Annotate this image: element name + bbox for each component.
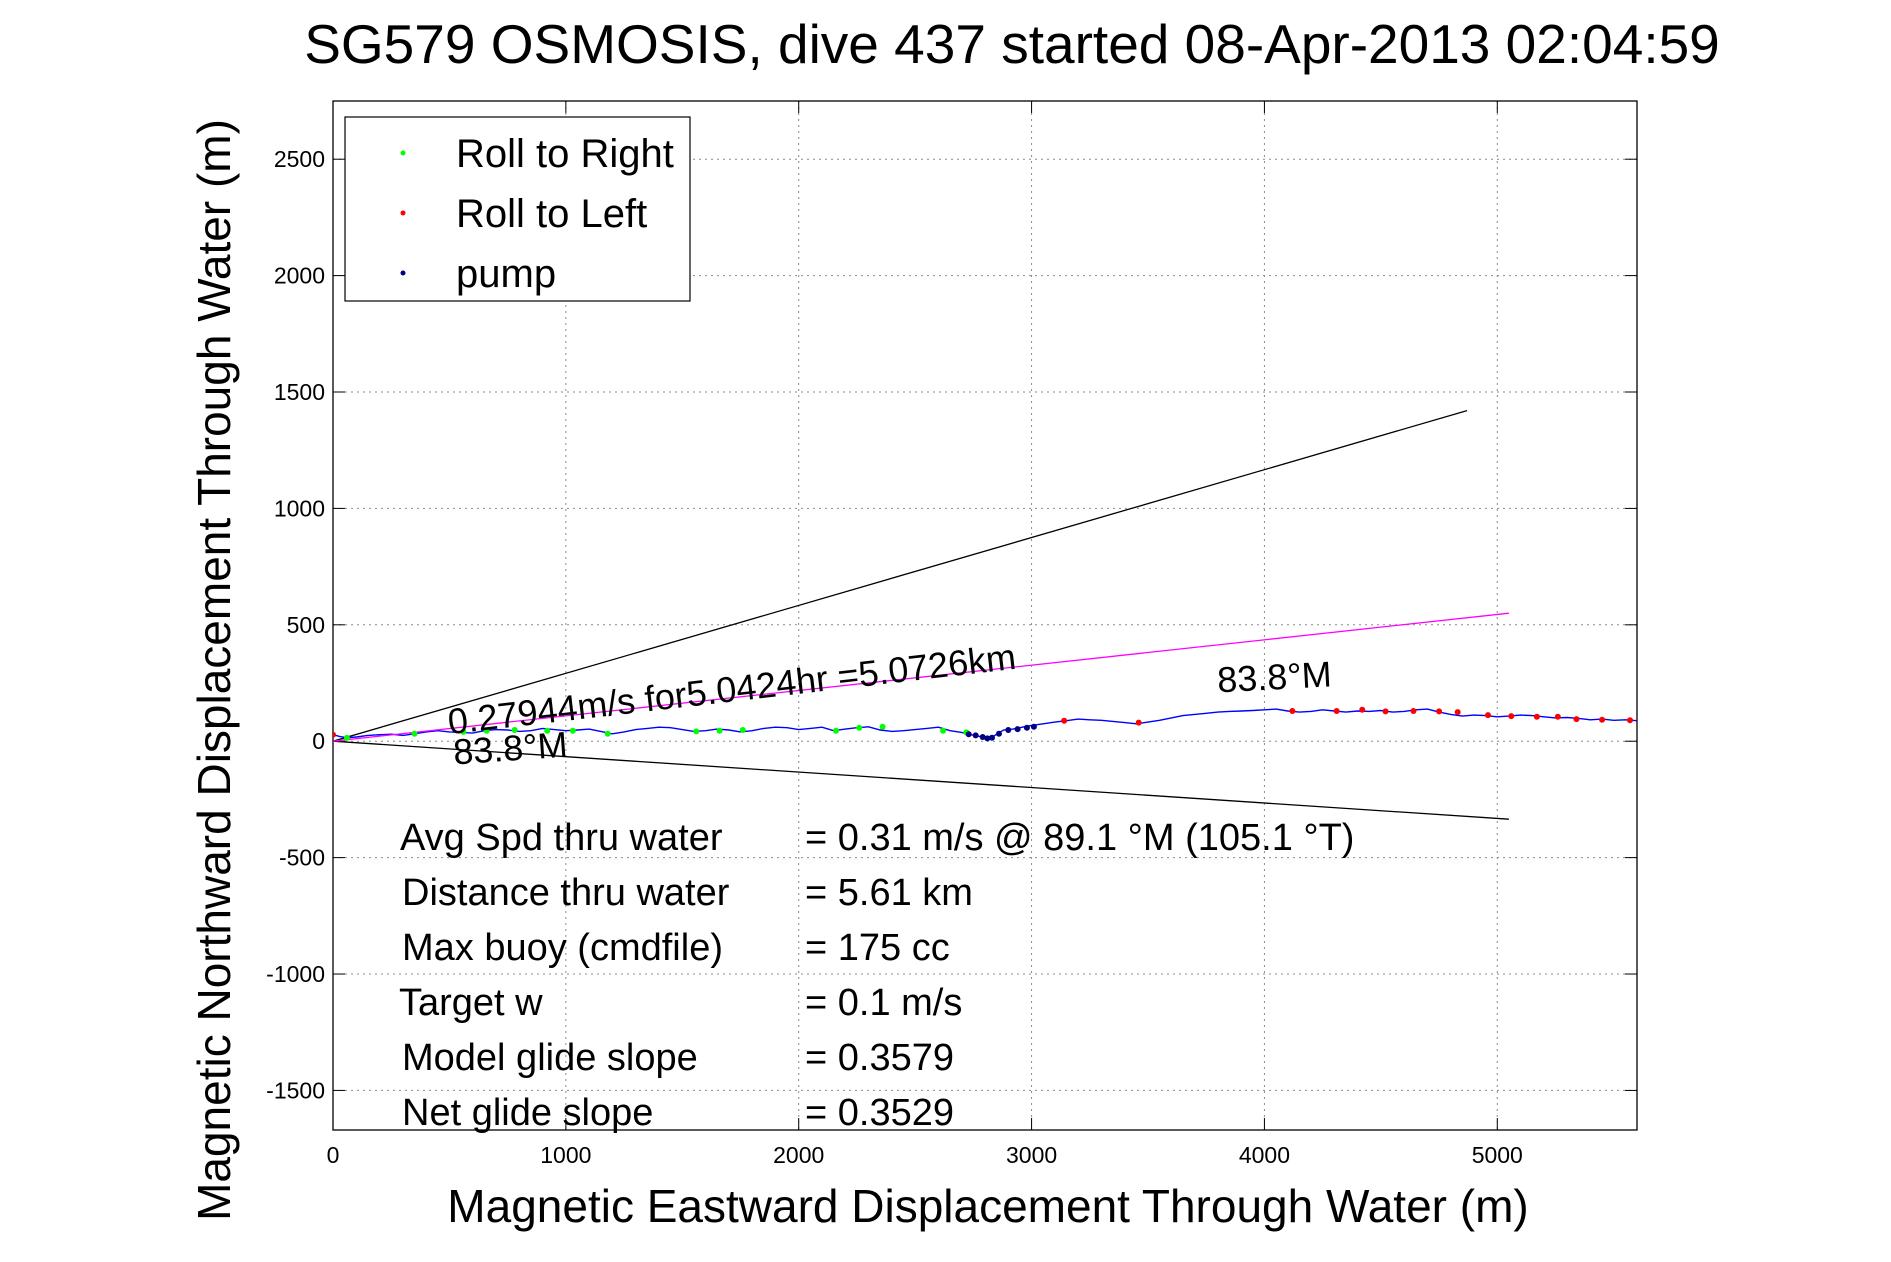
legend-entry-label: pump — [456, 252, 556, 296]
plot-series — [333, 409, 1637, 820]
x-axis-label: Magnetic Eastward Displacement Through W… — [447, 1180, 1528, 1232]
x-tick-label: 4000 — [1239, 1142, 1290, 1168]
pump-point — [1005, 727, 1012, 734]
x-tick-label: 5000 — [1472, 1142, 1523, 1168]
roll-to-left-point — [1289, 707, 1296, 714]
heading-line-lower-line — [333, 740, 1509, 820]
stat-value: = 0.31 m/s @ 89.1 °M (105.1 °T) — [805, 817, 1354, 859]
roll-to-left-point — [1554, 713, 1561, 720]
x-tick-label: 1000 — [540, 1142, 591, 1168]
roll-to-right-point — [879, 723, 886, 730]
roll-to-right-point — [343, 734, 350, 741]
roll-to-right-point — [483, 727, 490, 734]
roll-to-right-point — [569, 727, 576, 734]
x-tick-label: 2000 — [773, 1142, 824, 1168]
average-velocity-line — [333, 612, 1509, 742]
plot-frame — [332, 100, 1638, 1131]
pump-point — [984, 735, 991, 742]
stat-label: Distance thru water — [402, 872, 730, 914]
x-tick-label: 3000 — [1006, 1142, 1057, 1168]
roll-to-left-point — [1135, 719, 1142, 726]
stat-value: = 0.1 m/s — [805, 982, 962, 1024]
y-tick-label: 2500 — [274, 146, 325, 172]
x-tick-label: 0 — [327, 1142, 340, 1168]
y-tick-label: -1000 — [266, 961, 325, 987]
roll-to-left-point — [1484, 712, 1491, 719]
pump-point — [972, 732, 979, 739]
roll-to-left-point — [1627, 717, 1634, 724]
y-tick-label: 1000 — [274, 495, 325, 521]
legend-entry-label: Roll to Left — [456, 192, 647, 236]
roll-to-left-point — [1454, 709, 1461, 716]
pump-point — [1014, 726, 1021, 733]
pump-point — [965, 731, 972, 738]
roll-to-right-point — [460, 728, 467, 735]
roll-to-left-point — [1382, 708, 1389, 715]
roll-to-right-point — [604, 730, 611, 737]
y-tick-label: 500 — [287, 612, 325, 638]
pump-point — [1023, 724, 1030, 731]
legend-marker — [400, 210, 406, 216]
y-tick-label: -500 — [279, 845, 325, 871]
y-tick-label: 2000 — [274, 263, 325, 289]
y-tick-label: 0 — [312, 728, 325, 754]
stat-value: = 0.3529 — [805, 1092, 954, 1134]
pump-point — [979, 734, 986, 741]
roll-to-left-point — [1573, 716, 1580, 723]
annotation-label: 83.8°M — [1216, 653, 1332, 700]
roll-to-right-point — [716, 727, 723, 734]
roll-to-right-point — [856, 724, 863, 731]
roll-to-left-point — [1410, 707, 1417, 714]
roll-to-right-point — [511, 727, 518, 734]
stat-label: Net glide slope — [402, 1092, 653, 1134]
y-tick-label: -1500 — [266, 1077, 325, 1103]
axes: 0 1000 2000 3000 4000 5000 -1500 -1000 -500 0 500 1… — [266, 100, 1638, 1168]
roll-to-right-point — [940, 727, 947, 734]
roll-to-left-point — [1436, 708, 1443, 715]
pump-point — [995, 730, 1002, 737]
y-tick-label: 1500 — [274, 379, 325, 405]
stat-value: = 5.61 km — [805, 872, 973, 914]
roll-to-right-point — [832, 727, 839, 734]
legend-marker — [400, 150, 406, 156]
roll-to-left-point — [333, 731, 336, 738]
roll-to-left-point — [1599, 716, 1606, 723]
roll-to-left-point — [1508, 713, 1515, 720]
stat-label: Model glide slope — [402, 1037, 698, 1079]
chart-title: SG579 OSMOSIS, dive 437 started 08-Apr-2… — [304, 13, 1720, 75]
stat-label: Target w — [399, 982, 543, 1024]
pump-point — [1030, 723, 1037, 730]
stat-label: Max buoy (cmdfile) — [402, 927, 723, 969]
roll-to-left-point — [1359, 706, 1366, 713]
dive-statistics: Avg Spd thru water = 0.31 m/s @ 89.1 °M (… — [399, 817, 1354, 1134]
roll-to-right-point — [544, 727, 551, 734]
roll-to-right-point — [693, 728, 700, 735]
roll-to-left-point — [1533, 713, 1540, 720]
pump-point — [988, 734, 995, 741]
roll-to-right-point — [739, 727, 746, 734]
legend: Roll to Right Roll to Left pump — [344, 116, 691, 302]
y-axis-label: Magnetic Northward Displacement Through … — [188, 119, 240, 1221]
stat-value: = 0.3579 — [805, 1037, 954, 1079]
roll-to-left-point — [1061, 717, 1068, 724]
roll-to-right-point — [411, 730, 418, 737]
stat-label: Avg Spd thru water — [400, 817, 723, 859]
annotation-label: 83.8°M — [452, 724, 569, 773]
roll-to-left-point — [1333, 707, 1340, 714]
legend-box — [344, 116, 691, 302]
legend-entry-label: Roll to Right — [456, 132, 674, 176]
heading-line-upper-line — [333, 409, 1468, 742]
legend-marker — [400, 270, 406, 276]
stat-value: = 175 cc — [805, 927, 950, 969]
